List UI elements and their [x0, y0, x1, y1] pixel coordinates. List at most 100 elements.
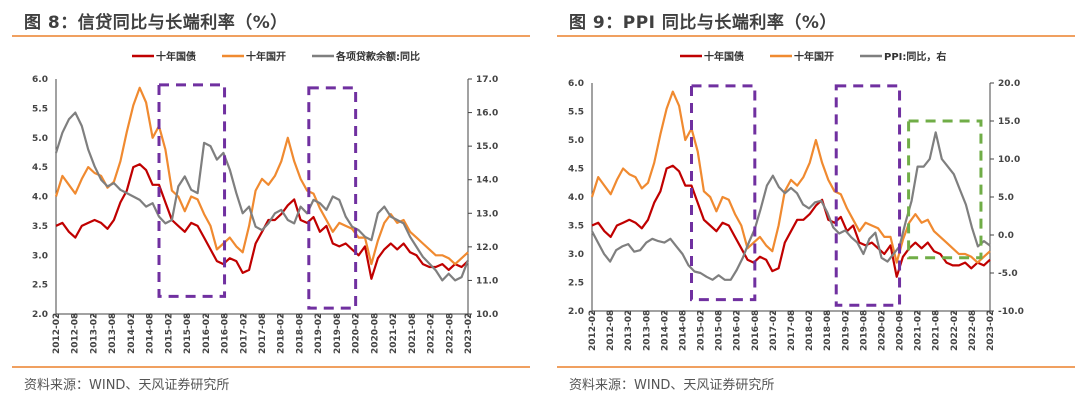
y-right-tick-label: 13.0: [476, 209, 498, 219]
x-tick-label: 2018-08: [823, 310, 833, 351]
chart-panel-fig8: 图 8：信贷同比与长端利率（%） 十年国债 十年国开 各项贷款余额:同比 2.0 2.5…: [0, 0, 530, 405]
x-tick-label: 2022-08: [968, 310, 978, 351]
series-line-cdb10y: [54, 86, 469, 266]
x-tick-label: 2015-02: [164, 313, 174, 354]
x-tick-label: 2019-08: [333, 313, 343, 354]
x-tick-label: 2013-08: [108, 313, 118, 354]
x-tick-label: 2018-08: [295, 313, 305, 354]
y-left-tick-label: 2.5: [568, 279, 584, 289]
y-left-tick-label: 3.0: [568, 250, 584, 260]
legend-label: 各项贷款余额:同比: [335, 50, 420, 63]
x-tick-label: 2021-02: [914, 310, 924, 351]
legend-label: 十年国开: [246, 50, 286, 63]
x-tick-label: 2016-02: [202, 313, 212, 354]
title-divider: [12, 35, 530, 37]
x-tick-label: 2020-02: [877, 310, 887, 351]
y-right-tick-label: 10.0: [998, 155, 1020, 165]
source-divider: [557, 366, 1075, 368]
annotation-box: [834, 84, 902, 307]
legend-label: 十年国债: [704, 50, 744, 63]
title-divider: [557, 35, 1075, 37]
x-tick-label: 2020-02: [352, 313, 362, 354]
y-left-tick-label: 3.5: [32, 222, 48, 232]
y-left-tick-label: 4.5: [568, 165, 584, 175]
annotation-box: [690, 84, 757, 302]
legend: 十年国债 十年国开 各项贷款余额:同比: [132, 50, 420, 63]
x-tick-label: 2015-02: [697, 310, 707, 351]
x-tick-label: 2023-02: [986, 310, 996, 351]
x-tick-label: 2023-02: [464, 313, 474, 354]
legend-label: PPI:同比，右: [884, 50, 946, 63]
x-tick-label: 2017-08: [258, 313, 268, 354]
x-tick-label: 2022-02: [950, 310, 960, 351]
series-line-third: [54, 111, 470, 282]
source-note: 资料来源：WIND、天风证券研究所: [24, 378, 230, 393]
legend-label: 十年国债: [156, 50, 196, 63]
x-tick-label: 2014-08: [146, 313, 156, 354]
y-left-tick-label: 2.0: [568, 307, 584, 317]
x-tick-label: 2012-02: [588, 310, 598, 351]
x-tick-label: 2019-08: [859, 310, 869, 351]
y-left-tick-label: 4.5: [32, 163, 48, 173]
x-tick-label: 2017-02: [239, 313, 249, 354]
y-right-tick-label: 14.0: [476, 176, 498, 186]
annotation-box: [307, 86, 358, 310]
source-note: 资料来源：WIND、天风证券研究所: [569, 378, 775, 393]
y-right-tick-label: 12.0: [476, 243, 498, 253]
x-tick-label: 2012-02: [52, 313, 62, 354]
y-right-tick-label: 5.0: [998, 193, 1014, 203]
series-line-cgb10y: [591, 164, 991, 278]
y-left-tick-label: 3.5: [568, 222, 584, 232]
legend: 十年国债 十年国开 PPI:同比，右: [680, 50, 946, 63]
x-tick-label: 2016-08: [751, 310, 761, 351]
series-line-cgb10y: [55, 163, 469, 280]
y-left-tick-label: 4.0: [568, 193, 584, 203]
y-left-tick-label: 5.5: [32, 104, 48, 114]
x-tick-label: 2020-08: [370, 313, 380, 354]
x-tick-label: 2014-08: [678, 310, 688, 351]
annotation-box: [157, 83, 227, 298]
x-tick-label: 2018-02: [277, 313, 287, 354]
x-tick-label: 2012-08: [606, 310, 616, 351]
chart-fig8: 十年国债 十年国开 各项贷款余额:同比 2.0 2.5 3.0 3.5 4.0 4.5 5.0 5.…: [32, 50, 498, 354]
x-tick-label: 2021-08: [408, 313, 418, 354]
x-tick-label: 2018-02: [805, 310, 815, 351]
y-right-tick-label: 11.0: [476, 276, 498, 286]
x-tick-label: 2021-08: [932, 310, 942, 351]
x-tick-label: 2020-08: [896, 310, 906, 351]
x-tick-label: 2016-02: [733, 310, 743, 351]
x-tick-label: 2014-02: [127, 313, 137, 354]
chart-panel-fig9: 图 9：PPI 同比与长端利率（%） 十年国债 十年国开 PPI:同比，右 2.0 2.…: [545, 0, 1075, 405]
x-tick-label: 2017-02: [769, 310, 779, 351]
x-tick-label: 2012-08: [71, 313, 81, 354]
y-left-tick-label: 3.0: [32, 251, 48, 261]
y-right-tick-label: 0.0: [998, 231, 1014, 241]
y-right-tick-label: 20.0: [998, 79, 1020, 89]
series-line-third: [591, 131, 991, 281]
x-tick-label: 2019-02: [314, 313, 324, 354]
y-left-tick-label: 2.5: [32, 281, 48, 291]
x-tick-label: 2017-08: [787, 310, 797, 351]
x-tick-label: 2015-08: [183, 313, 193, 354]
chart-title: 图 9：PPI 同比与长端利率（%）: [569, 13, 837, 33]
chart-fig9: 十年国债 十年国开 PPI:同比，右 2.0 2.5 3.0 3.5 4.0 4.5 5.0 5.5…: [568, 50, 1024, 351]
legend-label: 十年国开: [794, 50, 834, 63]
y-right-tick-label: 15.0: [476, 142, 498, 152]
x-tick-label: 2015-08: [715, 310, 725, 351]
chart-title: 图 8：信贷同比与长端利率（%）: [24, 13, 288, 33]
x-tick-label: 2013-02: [89, 313, 99, 354]
x-tick-label: 2016-08: [221, 313, 231, 354]
y-left-tick-label: 5.0: [32, 134, 48, 144]
series-line-cdb10y: [590, 90, 991, 264]
y-left-tick-label: 5.0: [568, 136, 584, 146]
y-left-tick-label: 2.0: [32, 310, 48, 320]
x-tick-label: 2022-08: [445, 313, 455, 354]
x-tick-label: 2022-02: [427, 313, 437, 354]
annotation-box: [907, 119, 983, 260]
x-tick-label: 2021-02: [389, 313, 399, 354]
x-tick-label: 2013-02: [624, 310, 634, 351]
y-left-tick-label: 4.0: [32, 193, 48, 203]
y-right-tick-label: -10.0: [998, 307, 1024, 317]
y-right-tick-label: 17.0: [476, 75, 498, 85]
y-right-tick-label: 15.0: [998, 117, 1020, 127]
